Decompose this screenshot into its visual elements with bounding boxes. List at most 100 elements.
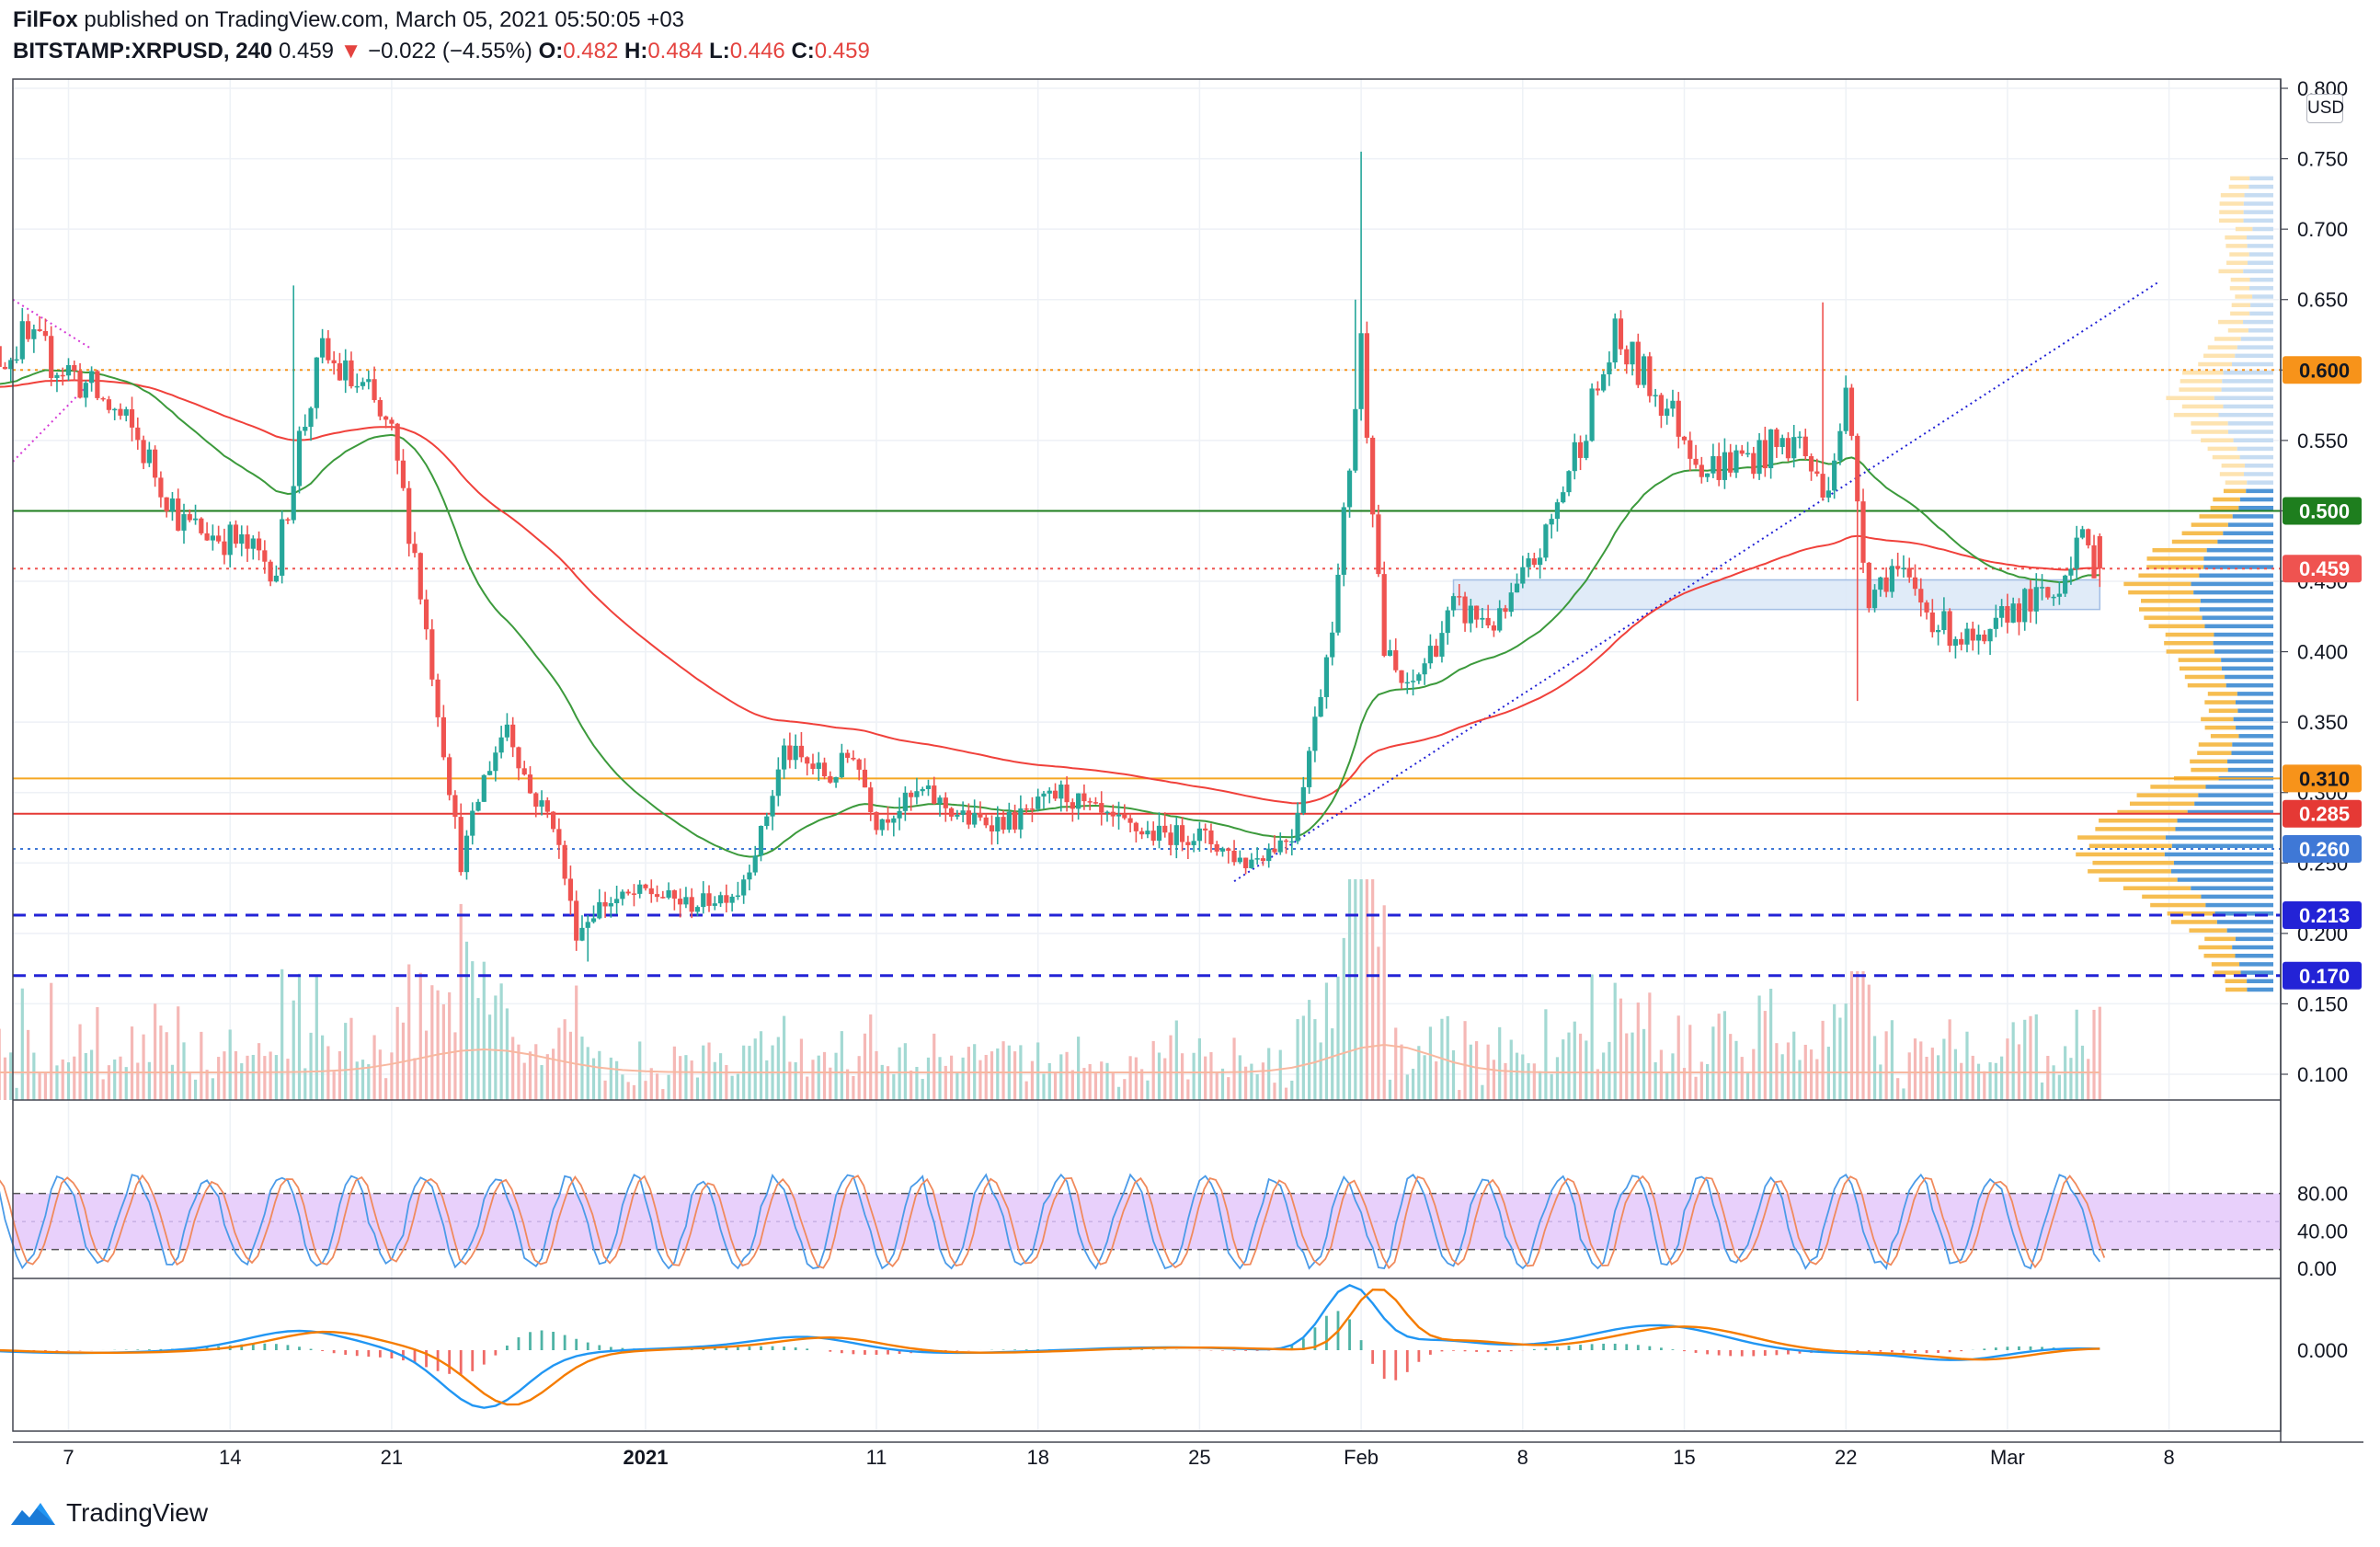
candle-body [331, 360, 337, 364]
volume-bar [1688, 1025, 1692, 1100]
volume-bar [563, 1019, 566, 1100]
candle-body [1508, 592, 1514, 613]
volume-bar [1740, 1057, 1744, 1100]
macd-histogram-bar [829, 1350, 832, 1352]
volume-bar [568, 1031, 573, 1100]
candle-body [1404, 682, 1410, 684]
currency-label[interactable]: USD [2306, 94, 2344, 123]
volume-bar [644, 1081, 647, 1100]
profile-bar-sell [2178, 658, 2222, 662]
candle-body [567, 878, 574, 901]
macd-histogram-bar [1486, 1350, 1490, 1353]
volume-bar [1867, 984, 1871, 1100]
volume-bar [2040, 1082, 2044, 1100]
volume-bar [1769, 989, 1773, 1100]
macd-histogram-bar [1648, 1346, 1652, 1350]
candle-body [1716, 455, 1722, 480]
profile-bar-buy [2221, 666, 2273, 671]
low-value: 0.446 [729, 39, 785, 63]
volume-bar [545, 1054, 549, 1100]
volume-bar [1699, 1061, 1703, 1100]
candle-body [1681, 436, 1688, 441]
profile-bar-buy [2221, 387, 2273, 392]
volume-bar [1913, 1038, 1917, 1100]
candle-body [1041, 793, 1047, 797]
volume-bar [1948, 1019, 1951, 1100]
candle-body [724, 895, 729, 903]
macd-histogram-bar [1151, 1349, 1155, 1350]
volume-bar [1354, 879, 1357, 1100]
candle-body [1999, 606, 2005, 618]
profile-bar-sell [2208, 708, 2238, 713]
profile-bar-sell [2123, 886, 2191, 890]
profile-bar-buy [2237, 446, 2273, 452]
candle-body [1439, 633, 1445, 657]
macd-histogram-bar [1128, 1349, 1132, 1350]
volume-bar [552, 1049, 555, 1100]
volume-bar [1458, 1090, 1461, 1100]
candle-body [239, 533, 245, 544]
volume-bar [1925, 1057, 1928, 1100]
footer-brand-block[interactable]: TradingView [9, 1497, 208, 1529]
volume-bar [1024, 1081, 1028, 1100]
profile-bar-buy [2193, 590, 2273, 595]
candle-body [1179, 825, 1185, 842]
candle-body [1889, 566, 1894, 592]
profile-bar-buy [2223, 370, 2273, 375]
candle-body [689, 897, 694, 912]
candle-body [1912, 577, 1918, 590]
volume-bar [933, 1033, 936, 1100]
profile-bar-sell [2213, 497, 2240, 502]
candle-body [1076, 793, 1081, 809]
volume-bar [1042, 1073, 1046, 1100]
candle-body [1520, 567, 1526, 584]
profile-bar-sell [2203, 953, 2236, 958]
price-badge-label: 0.213 [2299, 904, 2350, 927]
volume-bar [1838, 1017, 1842, 1100]
candle-body [810, 763, 816, 769]
volume-bar [309, 1032, 313, 1100]
volume-bar [78, 1024, 82, 1100]
volume-bar [2029, 1015, 2032, 1100]
candle-body [1728, 452, 1734, 473]
profile-bar-sell [2166, 649, 2214, 654]
volume-bar [1215, 1071, 1219, 1100]
macd-histogram-bar [344, 1350, 348, 1356]
volume-bar [984, 1054, 988, 1100]
candle-body [1445, 610, 1450, 634]
candle-body [2022, 589, 2028, 623]
candle-body [747, 872, 752, 880]
triangle-lower-line [12, 380, 93, 463]
profile-bar-sell [2180, 379, 2223, 384]
profile-bar-sell [2211, 962, 2240, 967]
volume-bar [649, 1068, 653, 1100]
price-tick-label: 0.350 [2297, 711, 2348, 734]
time-tick-label: 2021 [624, 1446, 669, 1469]
candle-body [868, 787, 874, 812]
candle-body [486, 771, 493, 775]
profile-bar-buy [2243, 472, 2273, 476]
volume-bar [1665, 1072, 1669, 1100]
macd-histogram-bar [482, 1350, 486, 1365]
candle-body [158, 477, 164, 498]
volume-bar [1077, 1037, 1081, 1100]
macd-histogram-bar [864, 1350, 866, 1355]
macd-histogram-bar [2018, 1346, 2020, 1350]
candle-body [712, 903, 717, 906]
profile-bar-buy [2204, 624, 2273, 629]
candle-body [1312, 716, 1318, 751]
profile-bar-buy [2247, 235, 2273, 240]
volume-bar [1255, 1073, 1259, 1100]
candle-body [955, 815, 960, 817]
volume-bar [66, 1062, 71, 1100]
candle-body [1277, 840, 1283, 853]
candle-body [1081, 793, 1087, 802]
profile-bar-sell [2226, 987, 2248, 992]
candle-body [475, 801, 481, 811]
profile-bar-buy [2205, 902, 2273, 908]
candle-body [2063, 575, 2068, 594]
candle-body [169, 498, 176, 511]
time-tick-label: 18 [1026, 1446, 1048, 1469]
volume-bar [1174, 1020, 1178, 1100]
